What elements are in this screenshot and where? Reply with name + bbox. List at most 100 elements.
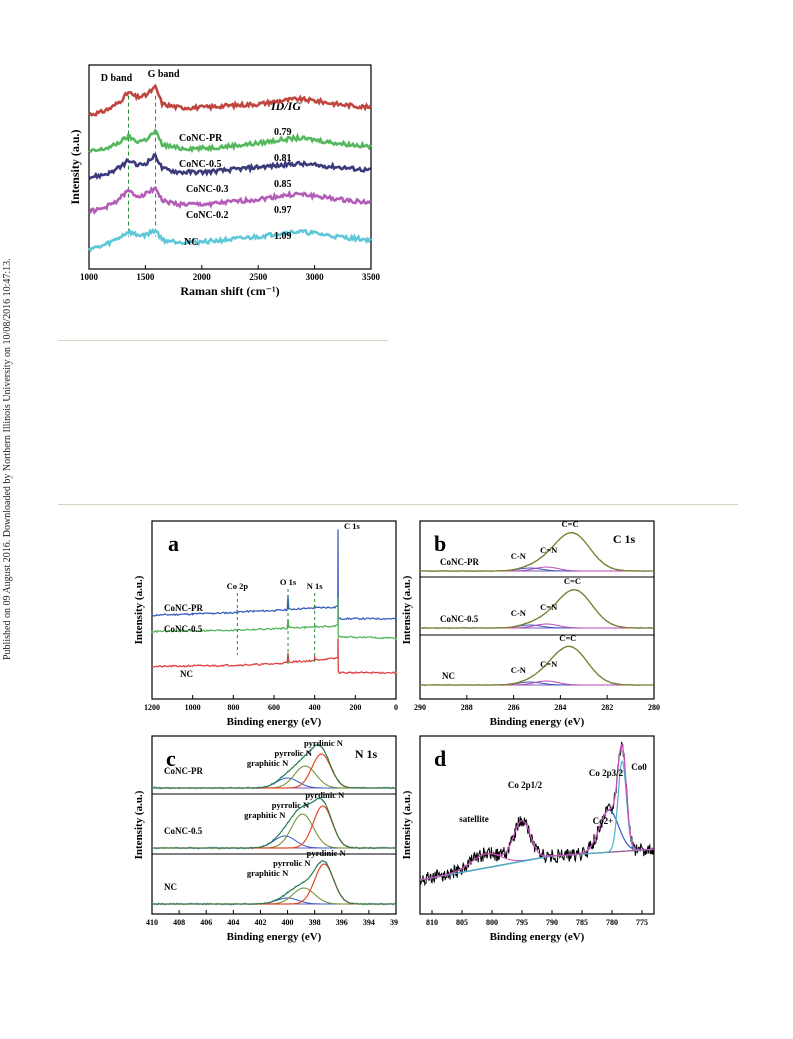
panel-label: c — [166, 746, 176, 771]
fit-envelope-line — [420, 589, 653, 629]
raman-chart: 1000 1500 2000 2500 3000 3500 Raman shift (cm⁻… — [68, 64, 381, 298]
fit-envelope-line — [419, 743, 654, 881]
component-line-co0 — [419, 760, 654, 881]
series-line-conc-0.2 — [88, 185, 372, 215]
plot-frame — [88, 64, 372, 270]
x-tick-label: 2000 — [193, 272, 212, 282]
x-tick-label: 408 — [173, 918, 185, 927]
component-label: C=N — [540, 545, 558, 555]
component-label: graphitic N — [244, 810, 286, 820]
panel-label: a — [168, 531, 179, 556]
y-axis-label: Intensity (a.u.) — [68, 129, 82, 204]
series-label: CoNC-0.2 — [186, 210, 229, 221]
component-label: pyrrolic N — [272, 800, 310, 810]
series-line-nc — [151, 638, 397, 675]
panel-title: C 1s — [613, 532, 636, 546]
component-label: pyrdinic N — [307, 848, 347, 858]
fit-envelope-line — [152, 860, 396, 905]
series-label: CoNC-0.5 — [164, 624, 203, 634]
x-tick-label: 1500 — [136, 272, 155, 282]
y-axis-label: Intensity (a.u.) — [133, 575, 145, 644]
component-label: pyrdinic N — [305, 790, 345, 800]
x-tick-label: 0 — [394, 703, 398, 712]
x-tick-label: 2500 — [249, 272, 268, 282]
raman-figure: 1000 1500 2000 2500 3000 3500 Raman shift (cm⁻… — [64, 55, 384, 305]
x-axis-label: Raman shift (cm⁻¹) — [180, 284, 279, 298]
x-tick-label: 600 — [268, 703, 280, 712]
x-tick-label: 394 — [363, 918, 375, 927]
x-axis-label: Binding energy (eV) — [490, 716, 585, 728]
x-tick-label: 286 — [508, 703, 520, 712]
series-label: CoNC-0.5 — [164, 826, 203, 836]
divider-middle — [58, 504, 738, 505]
publication-note: Published on 09 August 2016. Downloaded … — [2, 258, 13, 660]
peak-label: O 1s — [280, 577, 297, 587]
xps-n1s-figure: 410 408 406 404 402 400 398 396 394 392 Binding en… — [122, 730, 407, 948]
panel-label: b — [434, 531, 446, 556]
component-label: C-N — [511, 551, 527, 561]
ratio-value: 0.81 — [274, 153, 292, 164]
panel-title: N 1s — [355, 747, 378, 761]
band-label: D band — [101, 73, 133, 84]
x-tick-label: 400 — [309, 703, 321, 712]
x-tick-label: 1000 — [185, 703, 201, 712]
x-axis-label: Binding energy (eV) — [227, 716, 322, 728]
series-label: NC — [180, 669, 193, 679]
x-tick-label: 775 — [636, 918, 648, 927]
series-label: CoNC-PR — [164, 766, 203, 776]
series-line-conc-0.5 — [88, 128, 372, 154]
raw-data-line — [419, 741, 654, 887]
x-tick-label: 404 — [227, 918, 239, 927]
component-label: C-N — [511, 665, 527, 675]
x-tick-label: 280 — [648, 703, 660, 712]
plot-frame — [151, 735, 397, 915]
series-label: CoNC-0.3 — [186, 184, 229, 195]
x-tick-label: 805 — [456, 918, 468, 927]
x-tick-label: 3000 — [306, 272, 325, 282]
x-tick-label: 410 — [146, 918, 158, 927]
annotation-label: Co 2p1/2 — [508, 780, 543, 790]
component-line-graphitic — [152, 835, 396, 849]
component-label: graphitic N — [247, 868, 289, 878]
divider-top — [58, 340, 388, 341]
series-line-nc — [87, 227, 372, 253]
x-tick-label: 290 — [414, 703, 426, 712]
peak-label: C 1s — [344, 521, 361, 531]
x-tick-label: 402 — [254, 918, 266, 927]
panel-label: d — [434, 746, 446, 771]
y-axis-label: Intensity (a.u.) — [401, 790, 413, 859]
x-tick-label: 282 — [601, 703, 613, 712]
background-line — [419, 848, 654, 881]
annotation-label: Co2+ — [593, 816, 614, 826]
xps-co2p-chart: 810 805 800 795 790 785 780 775 Binding energy (… — [401, 735, 655, 943]
fit-envelope-line — [152, 798, 396, 849]
xps-co2p-figure: 810 805 800 795 790 785 780 775 Binding energy (… — [398, 730, 663, 948]
series-label: NC — [442, 671, 455, 681]
series-label: CoNC-0.5 — [440, 614, 479, 624]
series-label: NC — [164, 882, 177, 892]
x-tick-label: 200 — [349, 703, 361, 712]
series-line-conc-0.3 — [88, 153, 371, 181]
component-label: pyrrolic N — [274, 748, 312, 758]
x-tick-label: 780 — [606, 918, 618, 927]
x-axis-label: Binding energy (eV) — [227, 931, 322, 943]
peak-label: N 1s — [307, 581, 324, 591]
series-line-conc-pr — [88, 83, 372, 117]
xps-survey-chart: 1200 1000 800 600 400 200 0 Binding energy (eV)… — [133, 520, 398, 728]
ratio-value: 0.85 — [274, 179, 292, 190]
x-tick-label: 800 — [486, 918, 498, 927]
x-tick-label: 406 — [200, 918, 212, 927]
peak-label: Co 2p — [227, 581, 249, 591]
plot-frame — [419, 520, 655, 700]
x-tick-label: 396 — [336, 918, 348, 927]
x-tick-label: 795 — [516, 918, 528, 927]
xps-c1s-chart: 290 288 286 284 282 280 Binding energy (eV) Int… — [401, 519, 660, 728]
ratio-value: 0.97 — [274, 205, 292, 216]
fit-envelope-line — [420, 645, 653, 686]
x-tick-label: 1000 — [80, 272, 99, 282]
x-tick-label: 800 — [227, 703, 239, 712]
band-label: G band — [148, 69, 180, 80]
xps-n1s-chart: 410 408 406 404 402 400 398 396 394 392 Binding en… — [133, 735, 402, 943]
series-line-conc-0.5 — [151, 597, 397, 641]
series-label: CoNC-PR — [164, 603, 203, 613]
